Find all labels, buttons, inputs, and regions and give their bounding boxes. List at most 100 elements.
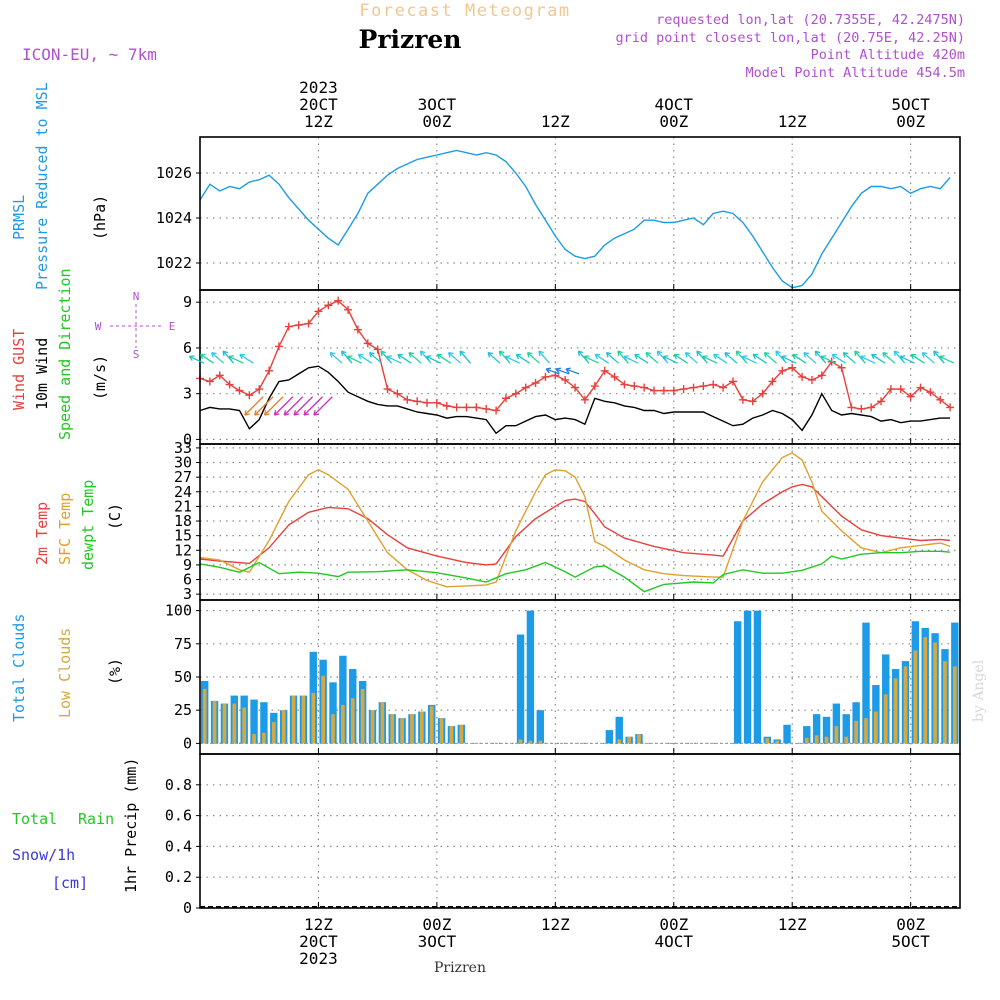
wind-gust-marker bbox=[245, 391, 254, 400]
wind-gust-marker bbox=[304, 319, 313, 328]
sfc-label: SFC Temp bbox=[56, 493, 74, 565]
clouds-bar bbox=[804, 738, 809, 744]
clouds-bar bbox=[321, 675, 325, 744]
wind-arrow bbox=[871, 353, 886, 364]
wind-arrow bbox=[606, 352, 619, 364]
clouds-bar bbox=[923, 637, 928, 744]
time-axis-label: 5OCT bbox=[891, 95, 930, 114]
wind-arrow-head bbox=[656, 350, 663, 357]
wind-arrow bbox=[420, 350, 432, 364]
wind-arrow-head bbox=[254, 410, 260, 416]
precip-frame bbox=[199, 753, 961, 909]
wind-arrow-head bbox=[565, 367, 571, 374]
temperature-ytick-label: 24 bbox=[174, 483, 192, 501]
wind-arrow bbox=[696, 350, 708, 364]
wind-gust-marker bbox=[492, 406, 501, 415]
time-axis-label: 4OCT bbox=[655, 95, 694, 114]
wind-arrow bbox=[724, 352, 738, 364]
wind-gust-marker bbox=[738, 395, 747, 404]
total-label: Total bbox=[12, 810, 57, 828]
wind-arrow-head bbox=[329, 352, 336, 358]
wind-gust-marker bbox=[432, 398, 441, 407]
wind-gust-marker bbox=[324, 301, 333, 310]
time-axis-label: 12Z bbox=[304, 915, 333, 934]
model-label: ICON-EU, ~ 7km bbox=[22, 45, 157, 64]
clouds-bar bbox=[893, 678, 898, 744]
time-axis-label: 00Z bbox=[659, 915, 688, 934]
wind-dir-label: Speed and Direction bbox=[56, 268, 74, 440]
dewpt-label: dewpt Temp bbox=[79, 480, 97, 570]
pressure-labels: PRMSL Pressure Reduced to MSL (hPa) bbox=[10, 82, 109, 290]
clouds-bar bbox=[260, 702, 268, 744]
temperature-ytick-label: 30 bbox=[174, 454, 192, 472]
clouds-bar bbox=[775, 740, 780, 744]
clouds-panel: 0 25 50 75 100 bbox=[165, 599, 961, 755]
wind-arrow bbox=[487, 352, 501, 364]
wind-arrow bbox=[293, 396, 314, 416]
wind-arrow bbox=[673, 353, 688, 364]
time-axis-label: 00Z bbox=[896, 915, 925, 934]
wind-gust-marker bbox=[284, 322, 293, 331]
wind-arrow-head bbox=[545, 367, 552, 374]
wind-label: 10m Wind bbox=[33, 338, 51, 410]
clouds-bar bbox=[410, 714, 414, 744]
wind-ytick-label: 3 bbox=[183, 385, 192, 403]
clouds-bar bbox=[834, 726, 839, 744]
wind-arrow-head bbox=[752, 353, 759, 360]
wind-gust-marker bbox=[590, 382, 599, 391]
wind-arrow bbox=[831, 353, 846, 364]
temperature-ytick-label: 27 bbox=[174, 468, 192, 486]
wind-arrow-head bbox=[814, 350, 821, 357]
clouds-bar bbox=[733, 621, 742, 744]
clouds-bar bbox=[617, 739, 622, 744]
wind-gust-marker bbox=[511, 389, 520, 398]
wind-arrow-head bbox=[623, 355, 629, 361]
clouds-bar bbox=[339, 655, 347, 744]
clouds-bar bbox=[842, 714, 850, 744]
time-axis-label: 4OCT bbox=[655, 932, 694, 951]
time-axis-label: 3OCT bbox=[418, 932, 457, 951]
clouds-bar bbox=[864, 718, 868, 744]
clouds-bar bbox=[883, 694, 888, 744]
wind-arrow bbox=[264, 396, 284, 416]
wind-arrow bbox=[448, 352, 462, 364]
wind-arrow bbox=[303, 396, 323, 416]
temperature-ytick-label: 6 bbox=[183, 571, 192, 589]
pressure-panel: 1022 1024 1026 bbox=[156, 136, 961, 291]
wind-gust-marker bbox=[403, 395, 412, 404]
time-axis-label: 00Z bbox=[422, 112, 451, 131]
clouds-ytick-label: 25 bbox=[174, 701, 192, 719]
clouds-bar bbox=[637, 734, 641, 744]
cloud-unit: (%) bbox=[106, 658, 124, 685]
clouds-bar bbox=[449, 726, 454, 744]
temperature-series-line bbox=[199, 451, 951, 588]
wind-arrow-head bbox=[211, 352, 217, 358]
clouds-bar bbox=[627, 736, 631, 744]
wind-gust-marker bbox=[423, 398, 432, 407]
pressure-ytick-label: 1024 bbox=[156, 209, 192, 227]
wind-arrow-head bbox=[831, 353, 838, 360]
wind-arrow-head bbox=[921, 352, 928, 358]
wind-gust-marker bbox=[274, 342, 283, 351]
wind-arrow bbox=[752, 353, 767, 364]
wind-arrow bbox=[329, 352, 343, 364]
wind-gust-marker bbox=[344, 305, 353, 314]
wind-arrow bbox=[347, 355, 363, 364]
wind-arrow-head bbox=[634, 353, 640, 360]
wind-gust-marker bbox=[225, 380, 234, 389]
wind-gust-marker bbox=[205, 377, 214, 386]
wind-arrow bbox=[408, 352, 422, 364]
precip-ytick-label: 0.6 bbox=[165, 807, 192, 825]
wind-arrow-head bbox=[239, 353, 245, 360]
wind-arrow bbox=[910, 353, 925, 364]
wind-gust-marker bbox=[580, 395, 589, 404]
wind-gust-marker bbox=[383, 385, 392, 394]
clouds-bar bbox=[812, 714, 821, 744]
temperature-ytick-label: 12 bbox=[174, 541, 192, 559]
clouds-bar bbox=[844, 736, 849, 744]
time-axis-label: 5OCT bbox=[891, 932, 930, 951]
time-axis-label: 20CT bbox=[299, 95, 338, 114]
wind-labels: Wind GUST 10m Wind Speed and Direction (… bbox=[10, 268, 175, 440]
wind-gust-marker bbox=[561, 375, 570, 384]
